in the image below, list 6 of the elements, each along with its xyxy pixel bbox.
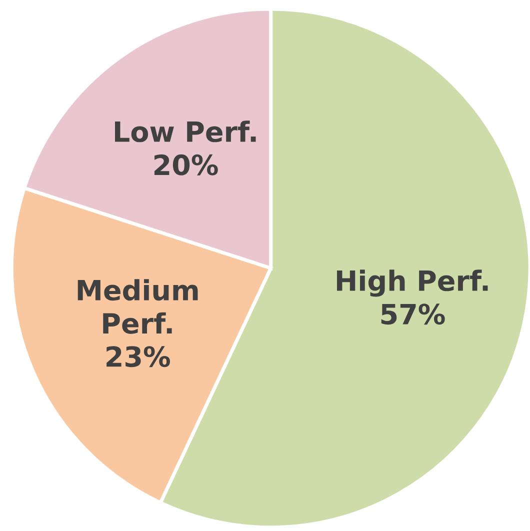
slice-label: Low Perf. (115, 120, 256, 142)
data-label: 20% (154, 154, 218, 176)
slice-label: High Perf. (336, 270, 488, 297)
data-label: 57% (381, 304, 445, 325)
slice-label: Medium Perf. (78, 279, 198, 334)
data-label: 23% (106, 346, 170, 368)
